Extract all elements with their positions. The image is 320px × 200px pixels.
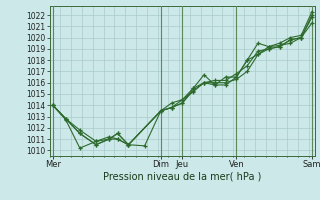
X-axis label: Pression niveau de la mer( hPa ): Pression niveau de la mer( hPa ) bbox=[103, 172, 261, 182]
